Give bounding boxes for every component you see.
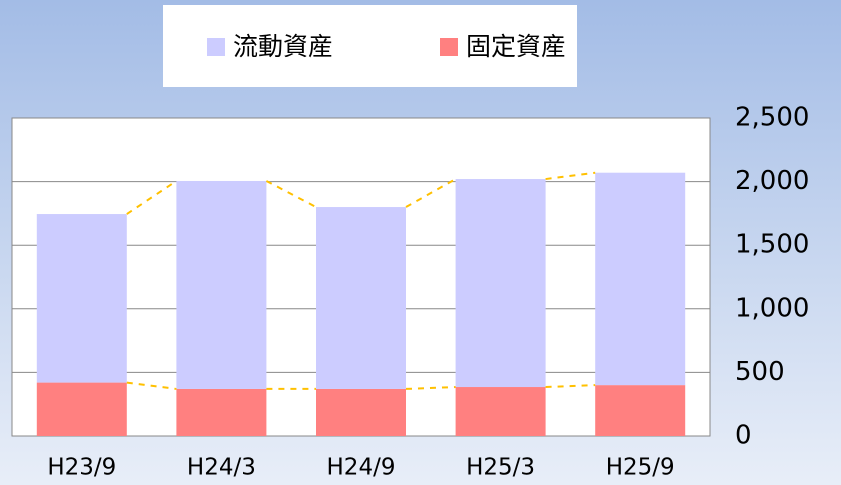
legend-swatch	[207, 38, 225, 56]
connector-line	[405, 178, 457, 208]
legend-box	[163, 5, 577, 87]
x-tick-label: H23/9	[47, 455, 116, 481]
bar-segment	[176, 388, 267, 436]
x-tick-label: H24/9	[327, 455, 396, 481]
y-tick-label: 0	[735, 421, 752, 451]
bar-segment	[316, 207, 406, 389]
bar-segment	[455, 387, 546, 436]
x-tick-label: H25/9	[606, 455, 675, 481]
legend-label: 固定資産	[466, 32, 566, 61]
y-tick-label: 1,000	[735, 293, 809, 323]
bar-segment	[595, 172, 686, 386]
bar-segment	[595, 385, 686, 436]
y-tick-label: 2,500	[735, 103, 809, 133]
legend-label: 流動資産	[233, 32, 333, 61]
x-tick-label: H24/3	[187, 455, 256, 481]
bar-segment	[36, 382, 127, 436]
bar-segment	[176, 180, 267, 389]
y-tick-label: 1,500	[735, 230, 809, 260]
connector-line	[545, 384, 596, 389]
connector-line	[545, 171, 596, 181]
y-tick-label: 500	[735, 357, 785, 387]
bar-segment	[455, 179, 546, 388]
legend-swatch	[440, 38, 458, 56]
connector-line	[265, 180, 317, 208]
connector-line	[126, 180, 177, 215]
connector-line	[126, 381, 177, 390]
bar-segment	[36, 214, 127, 383]
y-tick-label: 2,000	[735, 166, 809, 196]
connector-line	[405, 386, 456, 390]
bar-segment	[316, 388, 406, 436]
x-tick-label: H25/3	[466, 455, 535, 481]
